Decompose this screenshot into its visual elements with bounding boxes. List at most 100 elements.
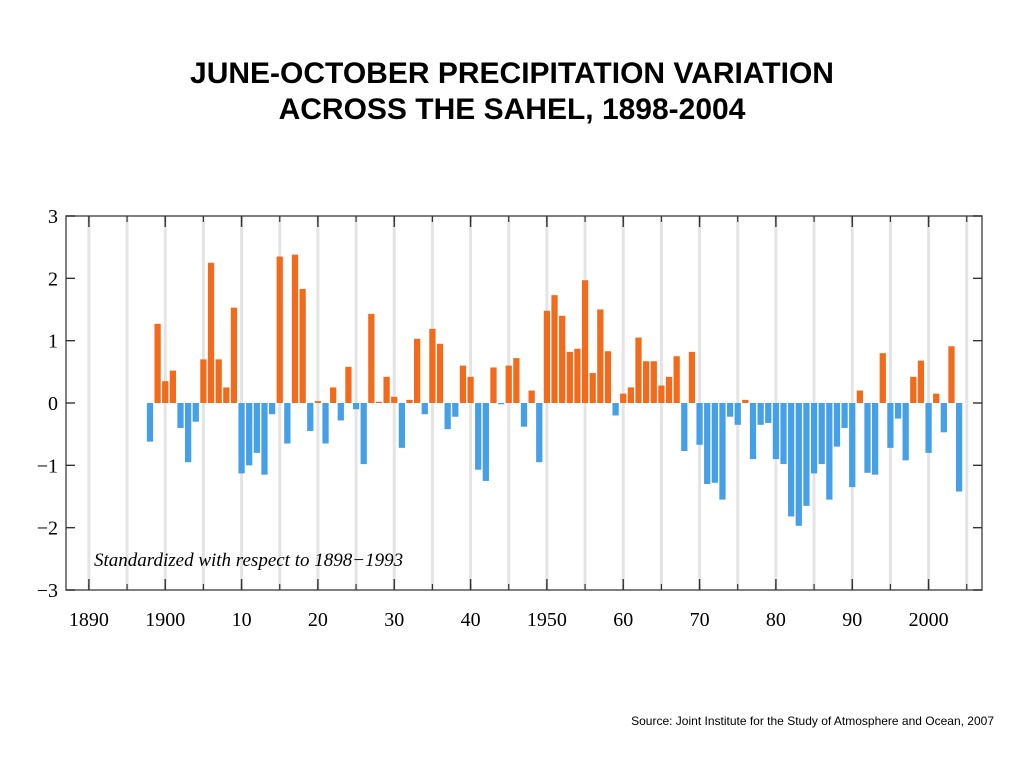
bar-1949 (536, 403, 543, 463)
bar-1925 (352, 403, 360, 410)
bar-1993 (872, 403, 879, 475)
bar-1977 (749, 403, 757, 460)
bar-1924 (345, 366, 352, 403)
bar-1945 (505, 365, 512, 403)
bar-1932 (406, 399, 413, 403)
bar-1991 (856, 390, 863, 403)
bar-1984 (803, 403, 810, 506)
chart-title-line-2: ACROSS THE SAHEL, 1898-2004 (278, 93, 746, 126)
bar-1967 (673, 356, 680, 403)
bar-1987 (826, 403, 833, 500)
bar-2002 (940, 403, 947, 433)
x-tick-label: 1950 (527, 609, 567, 631)
bar-1923 (337, 403, 344, 421)
bar-1911 (246, 403, 253, 466)
bar-1908 (223, 387, 230, 403)
bar-1913 (261, 403, 268, 475)
bar-1983 (795, 403, 802, 526)
bar-1973 (719, 403, 726, 500)
bar-1943 (490, 367, 497, 403)
bar-1978 (757, 403, 764, 425)
bar-1901 (169, 370, 176, 403)
bar-1956 (589, 373, 596, 403)
bar-1934 (421, 403, 428, 415)
bar-1990 (849, 403, 856, 488)
bar-1982 (788, 403, 795, 517)
bar-1953 (566, 351, 573, 403)
x-tick-label: 60 (613, 609, 633, 631)
bar-1926 (360, 403, 367, 465)
bar-1968 (681, 403, 688, 451)
x-tick-label: 10 (232, 609, 252, 631)
bar-1927 (368, 313, 375, 403)
bar-1958 (604, 351, 612, 403)
bar-1920 (314, 401, 322, 403)
bar-1970 (696, 403, 703, 445)
bar-1937 (444, 403, 451, 430)
bar-1969 (688, 351, 696, 403)
bar-1903 (185, 403, 192, 463)
standardization-note: Standardized with respect to 1898−1993 (94, 550, 403, 571)
bar-1918 (299, 288, 306, 403)
bar-1980 (772, 403, 780, 460)
bar-series (146, 254, 963, 526)
bar-1994 (879, 353, 886, 403)
x-tick-label: 90 (842, 609, 862, 631)
x-tick-label: 1890 (69, 609, 109, 631)
bar-1922 (330, 387, 337, 403)
bar-1940 (467, 376, 474, 403)
bar-1950 (543, 310, 551, 403)
bar-2000 (925, 403, 932, 453)
bar-1965 (658, 385, 665, 403)
bar-1910 (238, 403, 245, 474)
x-tick-label: 20 (308, 609, 328, 631)
y-tick-label: −1 (37, 455, 58, 477)
bar-1914 (268, 403, 276, 415)
bar-1999 (917, 360, 925, 403)
bar-1948 (528, 390, 535, 403)
bar-1951 (551, 295, 558, 403)
bar-1907 (215, 359, 222, 403)
bar-1946 (513, 358, 520, 403)
bar-1979 (765, 403, 772, 423)
bar-2003 (948, 346, 955, 403)
bar-1905 (200, 359, 207, 403)
bar-1921 (322, 403, 329, 444)
bar-1981 (780, 403, 787, 465)
bar-1966 (665, 376, 673, 403)
bar-1915 (276, 256, 283, 403)
y-tick-label: 3 (48, 206, 58, 228)
bar-1904 (192, 403, 199, 422)
bar-1919 (307, 403, 314, 432)
bar-1955 (581, 280, 589, 403)
x-tick-label: 30 (384, 609, 404, 631)
bar-1959 (612, 403, 619, 416)
x-tick-label: 80 (766, 609, 786, 631)
bar-1971 (704, 403, 711, 485)
bar-1972 (711, 403, 718, 483)
bar-1997 (902, 403, 909, 461)
bar-1947 (520, 403, 528, 427)
bar-1961 (627, 387, 634, 403)
bar-1930 (391, 396, 398, 403)
bar-1928 (375, 401, 383, 403)
bar-1992 (864, 403, 871, 473)
bar-1952 (559, 315, 566, 403)
bar-1976 (742, 399, 749, 403)
bar-1985 (810, 403, 818, 474)
chart-title: JUNE-OCTOBER PRECIPITATION VARIATION ACR… (0, 56, 1024, 128)
bar-1898 (146, 403, 154, 442)
bar-1957 (597, 309, 604, 403)
y-tick-label: −2 (37, 518, 58, 540)
bar-1942 (482, 403, 489, 481)
bar-1998 (910, 376, 917, 403)
bar-1944 (497, 403, 505, 405)
y-tick-label: 0 (48, 393, 58, 415)
bar-1963 (643, 361, 650, 403)
bar-1995 (887, 403, 894, 448)
y-tick-label: −3 (37, 580, 58, 602)
bar-1941 (475, 403, 482, 470)
bar-1902 (177, 403, 184, 428)
bar-1933 (414, 338, 421, 403)
